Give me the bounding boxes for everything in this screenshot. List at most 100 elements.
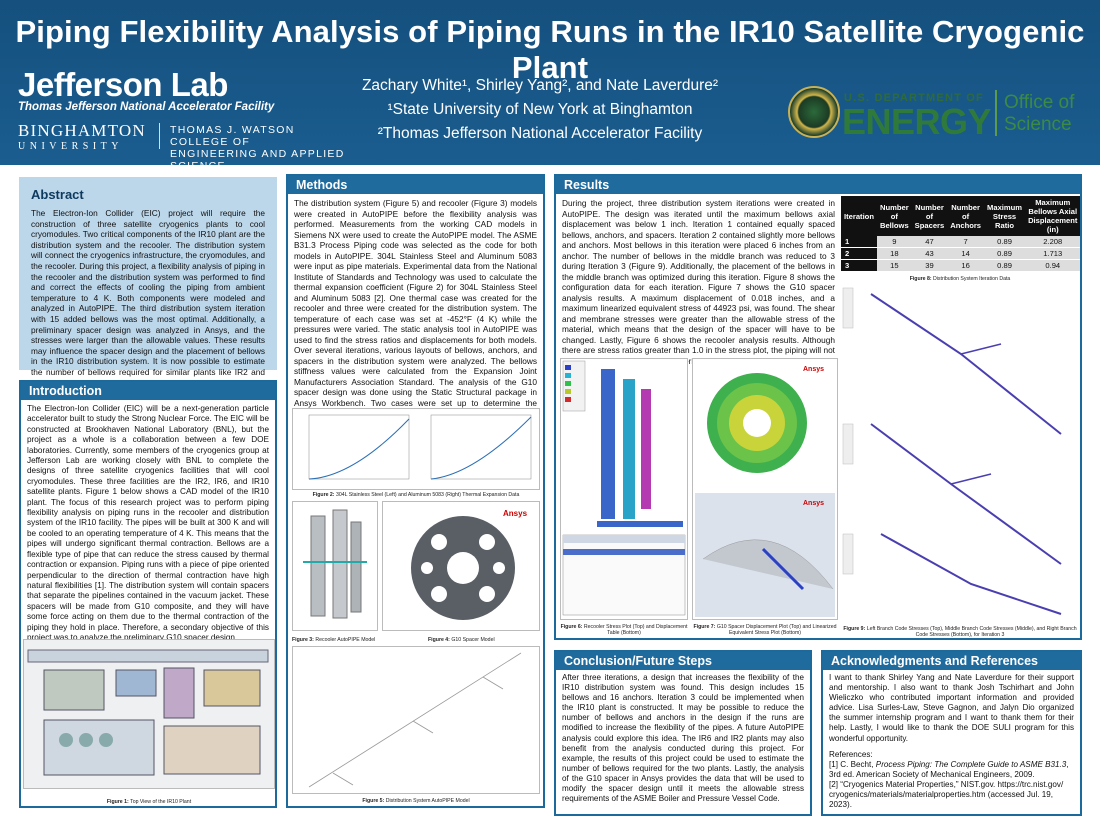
figure-3-caption: Figure 3: Recooler AutoPIPE Model [292,637,378,643]
figure-8-label: Figure 8: [909,276,932,282]
figure-7-label: Figure 7: [693,624,716,630]
doe-energy: ENERGY [842,101,992,142]
methods-text: The distribution system (Figure 5) and r… [294,198,537,429]
figure-4-text: G10 Spacer Model [449,637,495,643]
table-cell: 1 [841,236,877,248]
figure-1-plant-top-view [23,639,275,789]
figure-4-g10-spacer: Ansys [382,501,540,631]
reference-1: [1] C. Becht, Process Piping: The Comple… [829,760,1074,780]
results-text: During the project, three distribution s… [562,198,835,376]
doe-seal-icon [788,86,840,138]
table-cell: 2 [841,247,877,260]
table-cell: 43 [911,247,948,260]
figure-7-text: G10 Spacer Displacement Plot (Top) and L… [715,624,837,636]
doe-logo: U.S. DEPARTMENT OF ENERGY Office of Scie… [788,86,1088,144]
figure-4-caption: Figure 4: G10 Spacer Model [428,637,538,643]
col-spacers: Number of Spacers [911,196,948,236]
jlab-subtitle: Thomas Jefferson National Accelerator Fa… [18,101,275,113]
watson-college: THOMAS J. WATSON COLLEGE OF ENGINEERING … [170,124,348,172]
ansys-label-fig4: Ansys [503,509,528,518]
watson-college-line-2: ENGINEERING AND APPLIED SCIENCE [170,148,345,172]
figure-1-text: Top View of the IR10 Plant [128,799,192,805]
figure-3-label: Figure 3: [292,637,314,643]
distribution-model-drawing [308,652,522,788]
figure-2-text: 304L Stainless Steel (Left) and Aluminum… [334,492,520,498]
figure-9-branch-stresses [841,284,1079,624]
iteration-table: Iteration Number of Bellows Number of Sp… [841,196,1081,272]
figure-3-recooler-model [292,501,378,631]
references-heading: References: [829,749,873,759]
office-of-science: Office of Science [1004,92,1074,136]
table-row: 1 9 47 7 0.89 2.208 [841,236,1081,248]
conclusion-panel: Conclusion/Future Steps After three iter… [554,650,812,816]
acknowledgments-text: I want to thank Shirley Yang and Nate La… [829,673,1074,743]
author-block: Zachary White¹, Shirley Yang², and Nate … [330,74,750,146]
jlab-name: Jefferson Lab [18,66,228,103]
figure-9-text: Left Branch Code Stresses (Top), Middle … [865,626,1077,638]
figure-9-label: Figure 9: [843,626,866,632]
figure-6-text: Recooler Stress Plot (Top) and Displacem… [582,624,688,636]
table-row: 2 18 43 14 0.89 1.713 [841,247,1081,260]
figure-7-spacer-plots: Ansys Ansys [692,358,838,620]
introduction-panel: Introduction The Electron-Ion Collider (… [19,380,277,808]
acknowledgments-panel: Acknowledgments and References I want to… [821,650,1082,816]
table-cell: 16 [947,259,985,272]
figure-5-distribution-model [292,646,540,794]
figure-5-caption: Figure 5: Distribution System AutoPIPE M… [292,798,540,804]
figure-1-label: Figure 1: [106,799,129,805]
logo-divider [159,123,160,149]
branch-stress-plots [842,287,1062,615]
spacer-displacement-plots: Ansys Ansys [695,366,835,617]
recooler-drawing [303,509,367,619]
doe-divider [995,90,997,136]
thermal-expansion-plots [308,414,532,480]
table-cell: 3 [841,259,877,272]
figure-5-label: Figure 5: [362,798,385,804]
col-anchors: Number of Anchors [947,196,985,236]
binghamton-name: BINGHAMTON [18,121,146,140]
table-cell: 0.89 [984,236,1026,248]
col-bellows: Number of Bellows [876,196,912,236]
table-cell: 7 [947,236,985,248]
reference-1-publisher: , 3rd ed. American Society of Mechanical… [829,759,1069,779]
authors: Zachary White¹, Shirley Yang², and Nate … [361,77,719,94]
figure-2-caption: Figure 2: 304L Stainless Steel (Left) an… [292,492,540,498]
acknowledgments-heading: Acknowledgments and References [823,652,1080,670]
reference-2: [2] “Cryogenics Material Properties,” NI… [829,779,1064,810]
conclusion-heading: Conclusion/Future Steps [556,652,810,670]
figure-7-caption: Figure 7: G10 Spacer Displacement Plot (… [692,624,838,636]
introduction-text: The Electron-Ion Collider (EIC) will be … [27,404,269,642]
doe-dept: U.S. DEPARTMENT OF [844,92,984,104]
table-row: 3 15 39 16 0.89 0.94 [841,259,1081,272]
table-header-row: Iteration Number of Bellows Number of Sp… [841,196,1081,236]
table-cell: 0.89 [984,259,1026,272]
results-heading: Results [556,176,1080,194]
table-cell: 9 [876,236,912,248]
ansys-label-fig7-bottom: Ansys [803,500,824,507]
binghamton-logo: BINGHAMTON UNIVERSITY THOMAS J. WATSON C… [18,121,348,172]
g10-spacer-drawing: Ansys [411,509,528,620]
figure-6-caption: Figure 6: Recooler Stress Plot (Top) and… [560,624,688,636]
methods-panel: Methods The distribution system (Figure … [286,174,545,808]
figure-8-text: Distribution System Iteration Data [931,276,1011,282]
watson-college-line-1: THOMAS J. WATSON COLLEGE OF [170,124,295,148]
col-displacement: Maximum Bellows Axial Displacement (in) [1025,196,1081,236]
table-cell: 0.89 [984,247,1026,260]
table-cell: 15 [876,259,912,272]
methods-heading: Methods [288,176,543,194]
table-cell: 18 [876,247,912,260]
figure-5-text: Distribution System AutoPIPE Model [384,798,470,804]
table-cell: 1.713 [1025,247,1081,260]
plant-layout-drawing [27,649,269,776]
table-cell: 47 [911,236,948,248]
recooler-stress-plot [562,360,686,616]
jefferson-lab-logo: Jefferson Lab Thomas Jefferson National … [18,66,275,113]
office-line-2: Science [1004,114,1072,135]
table-cell: 14 [947,247,985,260]
figure-2-thermal-expansion [292,408,540,490]
results-panel: Results During the project, three distri… [554,174,1082,640]
abstract-text: The Electron-Ion Collider (EIC) project … [31,208,265,388]
col-stress-ratio: Maximum Stress Ratio [984,196,1026,236]
figure-2-label: Figure 2: [312,492,335,498]
binghamton-univ: UNIVERSITY [18,141,123,152]
